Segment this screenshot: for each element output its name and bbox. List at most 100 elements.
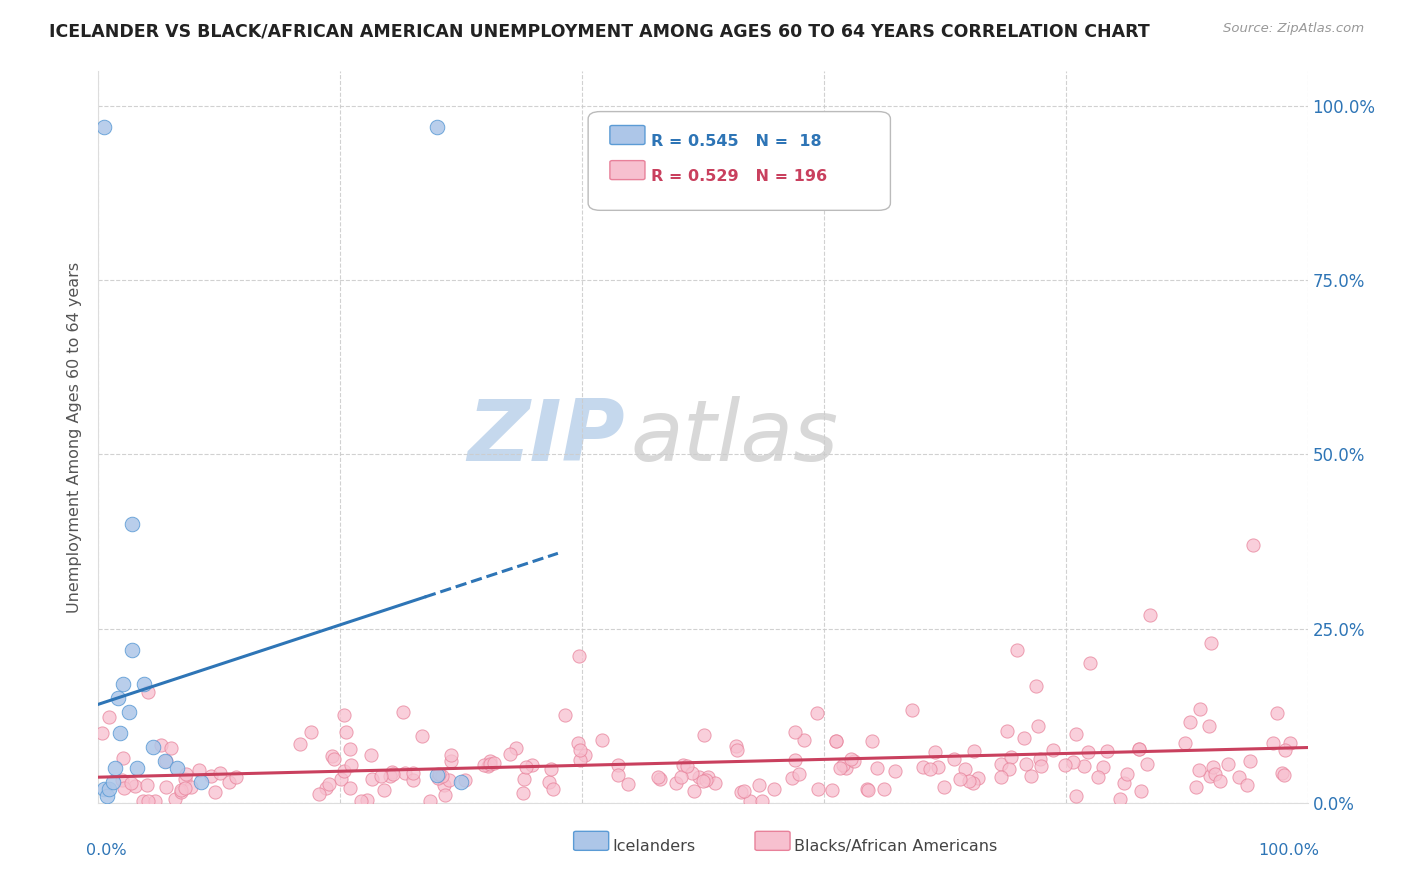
Point bbox=[1274, 743, 1296, 757]
Point bbox=[321, 749, 343, 764]
Point bbox=[1227, 770, 1250, 784]
Point bbox=[751, 794, 773, 808]
Point bbox=[927, 760, 949, 774]
Point bbox=[1077, 745, 1099, 759]
Point bbox=[1000, 749, 1022, 764]
Point bbox=[830, 761, 852, 775]
Point bbox=[1279, 736, 1302, 750]
Text: atlas: atlas bbox=[630, 395, 838, 479]
Point bbox=[949, 772, 972, 786]
Point bbox=[695, 773, 717, 788]
Point bbox=[995, 723, 1018, 738]
Point bbox=[370, 769, 392, 783]
Point bbox=[943, 751, 966, 765]
Point bbox=[569, 743, 592, 757]
Text: 0.0%: 0.0% bbox=[86, 843, 127, 858]
Point bbox=[153, 754, 176, 768]
Point bbox=[98, 781, 121, 796]
Point bbox=[681, 765, 703, 780]
Point bbox=[145, 794, 167, 808]
Point bbox=[218, 774, 240, 789]
Point bbox=[990, 757, 1012, 772]
Point bbox=[1216, 757, 1239, 772]
Point bbox=[419, 794, 441, 808]
Point bbox=[682, 783, 704, 797]
Point bbox=[136, 778, 159, 792]
Point bbox=[747, 778, 769, 792]
Point bbox=[862, 734, 884, 748]
Point bbox=[1026, 718, 1049, 732]
Point bbox=[990, 770, 1012, 784]
Point bbox=[339, 758, 361, 772]
Point bbox=[356, 793, 378, 807]
Point bbox=[911, 760, 934, 774]
Point bbox=[427, 767, 450, 781]
Point bbox=[1116, 767, 1139, 781]
Point bbox=[541, 781, 564, 796]
FancyBboxPatch shape bbox=[574, 831, 609, 850]
Point bbox=[225, 770, 247, 784]
Point bbox=[1025, 679, 1047, 693]
Point bbox=[93, 120, 115, 134]
Point bbox=[1078, 657, 1101, 671]
Point bbox=[93, 781, 115, 796]
Point bbox=[513, 772, 536, 787]
Point bbox=[1029, 759, 1052, 773]
Point bbox=[482, 756, 505, 770]
Point bbox=[1012, 731, 1035, 746]
Point bbox=[831, 757, 853, 772]
Point bbox=[1109, 792, 1132, 806]
Point bbox=[1265, 706, 1288, 720]
Point bbox=[692, 774, 714, 789]
Point bbox=[1042, 743, 1064, 757]
Point bbox=[1188, 702, 1211, 716]
Point bbox=[333, 708, 356, 723]
Point bbox=[1064, 727, 1087, 741]
Point bbox=[934, 780, 956, 794]
Point bbox=[873, 781, 896, 796]
Point bbox=[704, 776, 727, 790]
Text: Source: ZipAtlas.com: Source: ZipAtlas.com bbox=[1223, 22, 1364, 36]
Point bbox=[107, 691, 129, 706]
Point bbox=[155, 754, 177, 768]
Point bbox=[1185, 780, 1208, 794]
Point bbox=[454, 772, 477, 787]
Point bbox=[568, 753, 591, 767]
Point bbox=[339, 781, 361, 796]
Point bbox=[856, 782, 879, 797]
Point bbox=[955, 762, 977, 776]
Point bbox=[1239, 755, 1261, 769]
Point bbox=[315, 780, 337, 795]
Point bbox=[104, 761, 127, 775]
Point bbox=[693, 728, 716, 742]
Point bbox=[1019, 768, 1042, 782]
Point bbox=[339, 741, 361, 756]
FancyBboxPatch shape bbox=[755, 831, 790, 850]
Point bbox=[1095, 744, 1118, 758]
Point bbox=[402, 772, 425, 787]
Point bbox=[806, 706, 828, 720]
Point bbox=[567, 736, 589, 750]
Point bbox=[1064, 789, 1087, 804]
Y-axis label: Unemployment Among Ages 60 to 64 years: Unemployment Among Ages 60 to 64 years bbox=[67, 261, 83, 613]
Point bbox=[962, 776, 984, 790]
Point bbox=[669, 770, 692, 784]
Point bbox=[402, 766, 425, 780]
Point bbox=[568, 649, 591, 664]
Point bbox=[515, 760, 537, 774]
Point bbox=[329, 772, 352, 787]
Point bbox=[1199, 635, 1222, 649]
Point bbox=[963, 744, 986, 758]
Point bbox=[426, 120, 449, 134]
Point bbox=[512, 786, 534, 800]
Point bbox=[920, 762, 942, 776]
Point bbox=[574, 748, 596, 763]
Point bbox=[998, 763, 1021, 777]
Point bbox=[1128, 742, 1150, 756]
Point bbox=[1202, 760, 1225, 774]
Point bbox=[1136, 757, 1159, 772]
Point bbox=[884, 764, 907, 779]
Point bbox=[121, 642, 143, 657]
Point bbox=[1236, 778, 1258, 792]
Point bbox=[335, 724, 357, 739]
